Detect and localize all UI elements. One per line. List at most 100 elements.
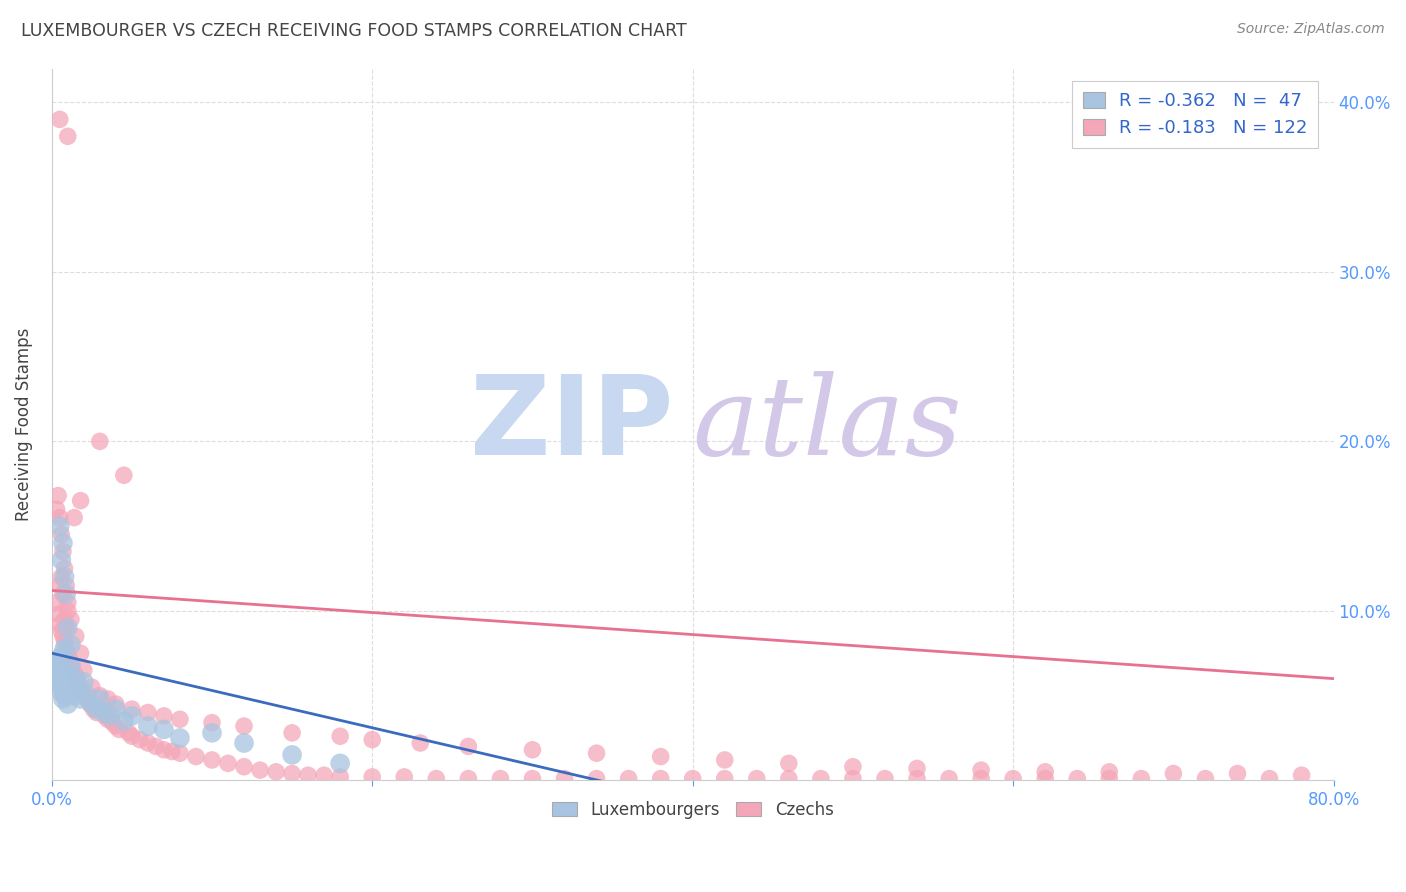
Point bbox=[51, 527, 73, 541]
Point bbox=[233, 719, 256, 733]
Point bbox=[136, 706, 159, 720]
Point bbox=[281, 747, 304, 762]
Point bbox=[49, 651, 72, 665]
Point bbox=[1194, 772, 1216, 786]
Point bbox=[51, 672, 73, 686]
Point bbox=[55, 641, 77, 656]
Point bbox=[169, 731, 191, 745]
Point bbox=[361, 770, 384, 784]
Point bbox=[62, 663, 84, 677]
Point bbox=[55, 621, 77, 635]
Point bbox=[169, 746, 191, 760]
Point bbox=[56, 697, 79, 711]
Point bbox=[82, 702, 104, 716]
Point bbox=[361, 732, 384, 747]
Point bbox=[905, 761, 928, 775]
Point bbox=[201, 753, 224, 767]
Point bbox=[233, 760, 256, 774]
Point bbox=[650, 749, 672, 764]
Point bbox=[136, 736, 159, 750]
Point bbox=[329, 770, 352, 784]
Point bbox=[425, 772, 447, 786]
Point bbox=[53, 561, 76, 575]
Point bbox=[713, 753, 735, 767]
Point bbox=[45, 502, 67, 516]
Point bbox=[1291, 768, 1313, 782]
Point bbox=[56, 646, 79, 660]
Point bbox=[89, 692, 111, 706]
Point bbox=[80, 680, 103, 694]
Point bbox=[66, 685, 89, 699]
Point bbox=[55, 587, 77, 601]
Point bbox=[46, 675, 69, 690]
Point bbox=[314, 768, 336, 782]
Point bbox=[56, 621, 79, 635]
Text: LUXEMBOURGER VS CZECH RECEIVING FOOD STAMPS CORRELATION CHART: LUXEMBOURGER VS CZECH RECEIVING FOOD STA… bbox=[21, 22, 688, 40]
Point bbox=[73, 675, 96, 690]
Point bbox=[58, 651, 80, 665]
Point bbox=[970, 763, 993, 777]
Point bbox=[522, 772, 544, 786]
Point bbox=[585, 746, 607, 760]
Point bbox=[49, 680, 72, 694]
Point bbox=[46, 607, 69, 622]
Point bbox=[67, 680, 90, 694]
Point bbox=[53, 689, 76, 703]
Point bbox=[52, 692, 75, 706]
Point bbox=[62, 680, 84, 694]
Point bbox=[98, 709, 121, 723]
Point bbox=[63, 689, 86, 703]
Point bbox=[49, 519, 72, 533]
Point bbox=[1130, 772, 1153, 786]
Point bbox=[297, 768, 319, 782]
Point bbox=[970, 772, 993, 786]
Point bbox=[56, 604, 79, 618]
Point bbox=[56, 595, 79, 609]
Point bbox=[59, 658, 82, 673]
Text: atlas: atlas bbox=[693, 371, 962, 478]
Point bbox=[1258, 772, 1281, 786]
Point bbox=[650, 772, 672, 786]
Point bbox=[55, 578, 77, 592]
Point bbox=[1033, 764, 1056, 779]
Point bbox=[45, 658, 67, 673]
Point bbox=[53, 634, 76, 648]
Point bbox=[86, 702, 108, 716]
Point bbox=[1033, 772, 1056, 786]
Point bbox=[136, 719, 159, 733]
Point bbox=[778, 756, 800, 771]
Point bbox=[409, 736, 432, 750]
Point bbox=[86, 706, 108, 720]
Point bbox=[617, 772, 640, 786]
Point bbox=[118, 726, 141, 740]
Point bbox=[169, 712, 191, 726]
Legend: Luxembourgers, Czechs: Luxembourgers, Czechs bbox=[546, 794, 841, 825]
Point bbox=[56, 129, 79, 144]
Point bbox=[329, 729, 352, 743]
Point bbox=[51, 624, 73, 639]
Point bbox=[66, 673, 89, 688]
Point bbox=[49, 578, 72, 592]
Point bbox=[1226, 766, 1249, 780]
Point bbox=[45, 595, 67, 609]
Point bbox=[281, 726, 304, 740]
Point bbox=[52, 536, 75, 550]
Point bbox=[69, 493, 91, 508]
Point bbox=[80, 697, 103, 711]
Point bbox=[56, 665, 79, 679]
Point bbox=[184, 749, 207, 764]
Point bbox=[51, 553, 73, 567]
Point bbox=[201, 726, 224, 740]
Point bbox=[394, 770, 416, 784]
Point bbox=[457, 739, 479, 754]
Point bbox=[52, 629, 75, 643]
Point bbox=[55, 668, 77, 682]
Point bbox=[905, 772, 928, 786]
Point bbox=[76, 692, 98, 706]
Point bbox=[264, 764, 287, 779]
Point bbox=[128, 732, 150, 747]
Point bbox=[97, 692, 120, 706]
Point bbox=[93, 706, 115, 720]
Point bbox=[153, 709, 176, 723]
Point bbox=[49, 112, 72, 127]
